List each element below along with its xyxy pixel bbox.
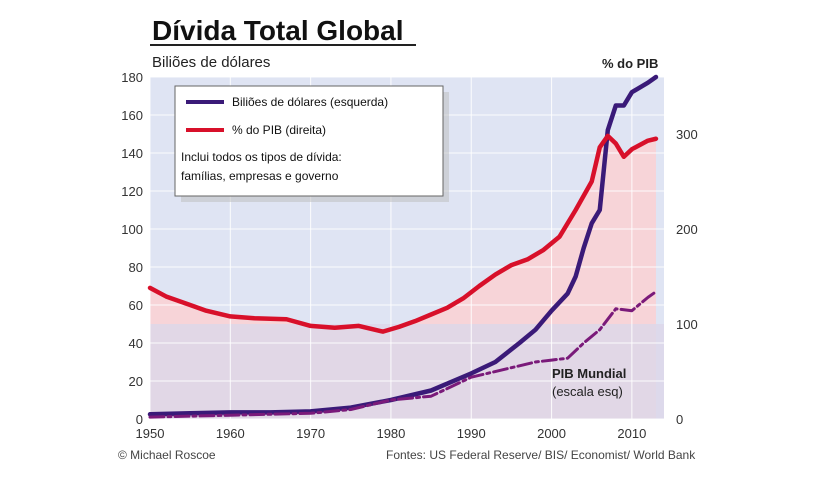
x-tick-label-0: 1950 bbox=[136, 426, 165, 441]
legend-label-pct-gdp: % do PIB (direita) bbox=[232, 123, 326, 137]
x-tick-label-1: 1960 bbox=[216, 426, 245, 441]
y-right-tick-label-0: 0 bbox=[676, 412, 683, 427]
legend-box bbox=[174, 85, 444, 197]
series-line-2 bbox=[148, 290, 658, 419]
footer-sources: Fontes: US Federal Reserve/ BIS/ Economi… bbox=[386, 448, 696, 462]
y-left-tick-label-9: 180 bbox=[121, 70, 143, 85]
lower-band bbox=[150, 324, 664, 419]
chart-title: Dívida Total Global bbox=[152, 15, 404, 46]
y-right-tick-label-1: 100 bbox=[676, 317, 698, 332]
series-line-1 bbox=[147, 133, 659, 334]
legend-label-debt: Biliões de dólares (esquerda) bbox=[232, 95, 388, 109]
x-tick-label-6: 2010 bbox=[617, 426, 646, 441]
footer-credit: © Michael Roscoe bbox=[118, 448, 216, 462]
y-left-tick-label-0: 0 bbox=[136, 412, 143, 427]
y-left-tick-label-3: 60 bbox=[129, 298, 143, 313]
y-left-tick-label-7: 140 bbox=[121, 146, 143, 161]
axis-ticks: 1950 1960 1970 1980 1990 2000 2010020406080100… bbox=[121, 70, 697, 441]
y-right-tick-label-2: 200 bbox=[676, 222, 698, 237]
y-left-tick-label-8: 160 bbox=[121, 108, 143, 123]
chart-subtitle: Biliões de dólares bbox=[152, 54, 270, 71]
right-axis-label: % do PIB bbox=[602, 56, 658, 71]
x-tick-label-4: 1990 bbox=[457, 426, 486, 441]
gdp-annotation-subtitle: (escala esq) bbox=[552, 384, 623, 399]
legend-note-line2: famílias, empresas e governo bbox=[181, 169, 339, 183]
y-right-tick-label-3: 300 bbox=[676, 127, 698, 142]
x-tick-label-2: 1970 bbox=[296, 426, 325, 441]
x-tick-label-3: 1980 bbox=[376, 426, 405, 441]
series-line-0 bbox=[147, 74, 659, 417]
y-left-tick-label-1: 20 bbox=[129, 374, 143, 389]
y-left-tick-label-2: 40 bbox=[129, 336, 143, 351]
gdp-annotation-title: PIB Mundial bbox=[552, 366, 626, 381]
y-left-tick-label-5: 100 bbox=[121, 222, 143, 237]
x-tick-label-5: 2000 bbox=[537, 426, 566, 441]
legend-note-line1: Inclui todos os tipos de dívida: bbox=[181, 150, 342, 164]
y-left-tick-label-6: 120 bbox=[121, 184, 143, 199]
series-lines bbox=[147, 74, 659, 419]
y-left-tick-label-4: 80 bbox=[129, 260, 143, 275]
